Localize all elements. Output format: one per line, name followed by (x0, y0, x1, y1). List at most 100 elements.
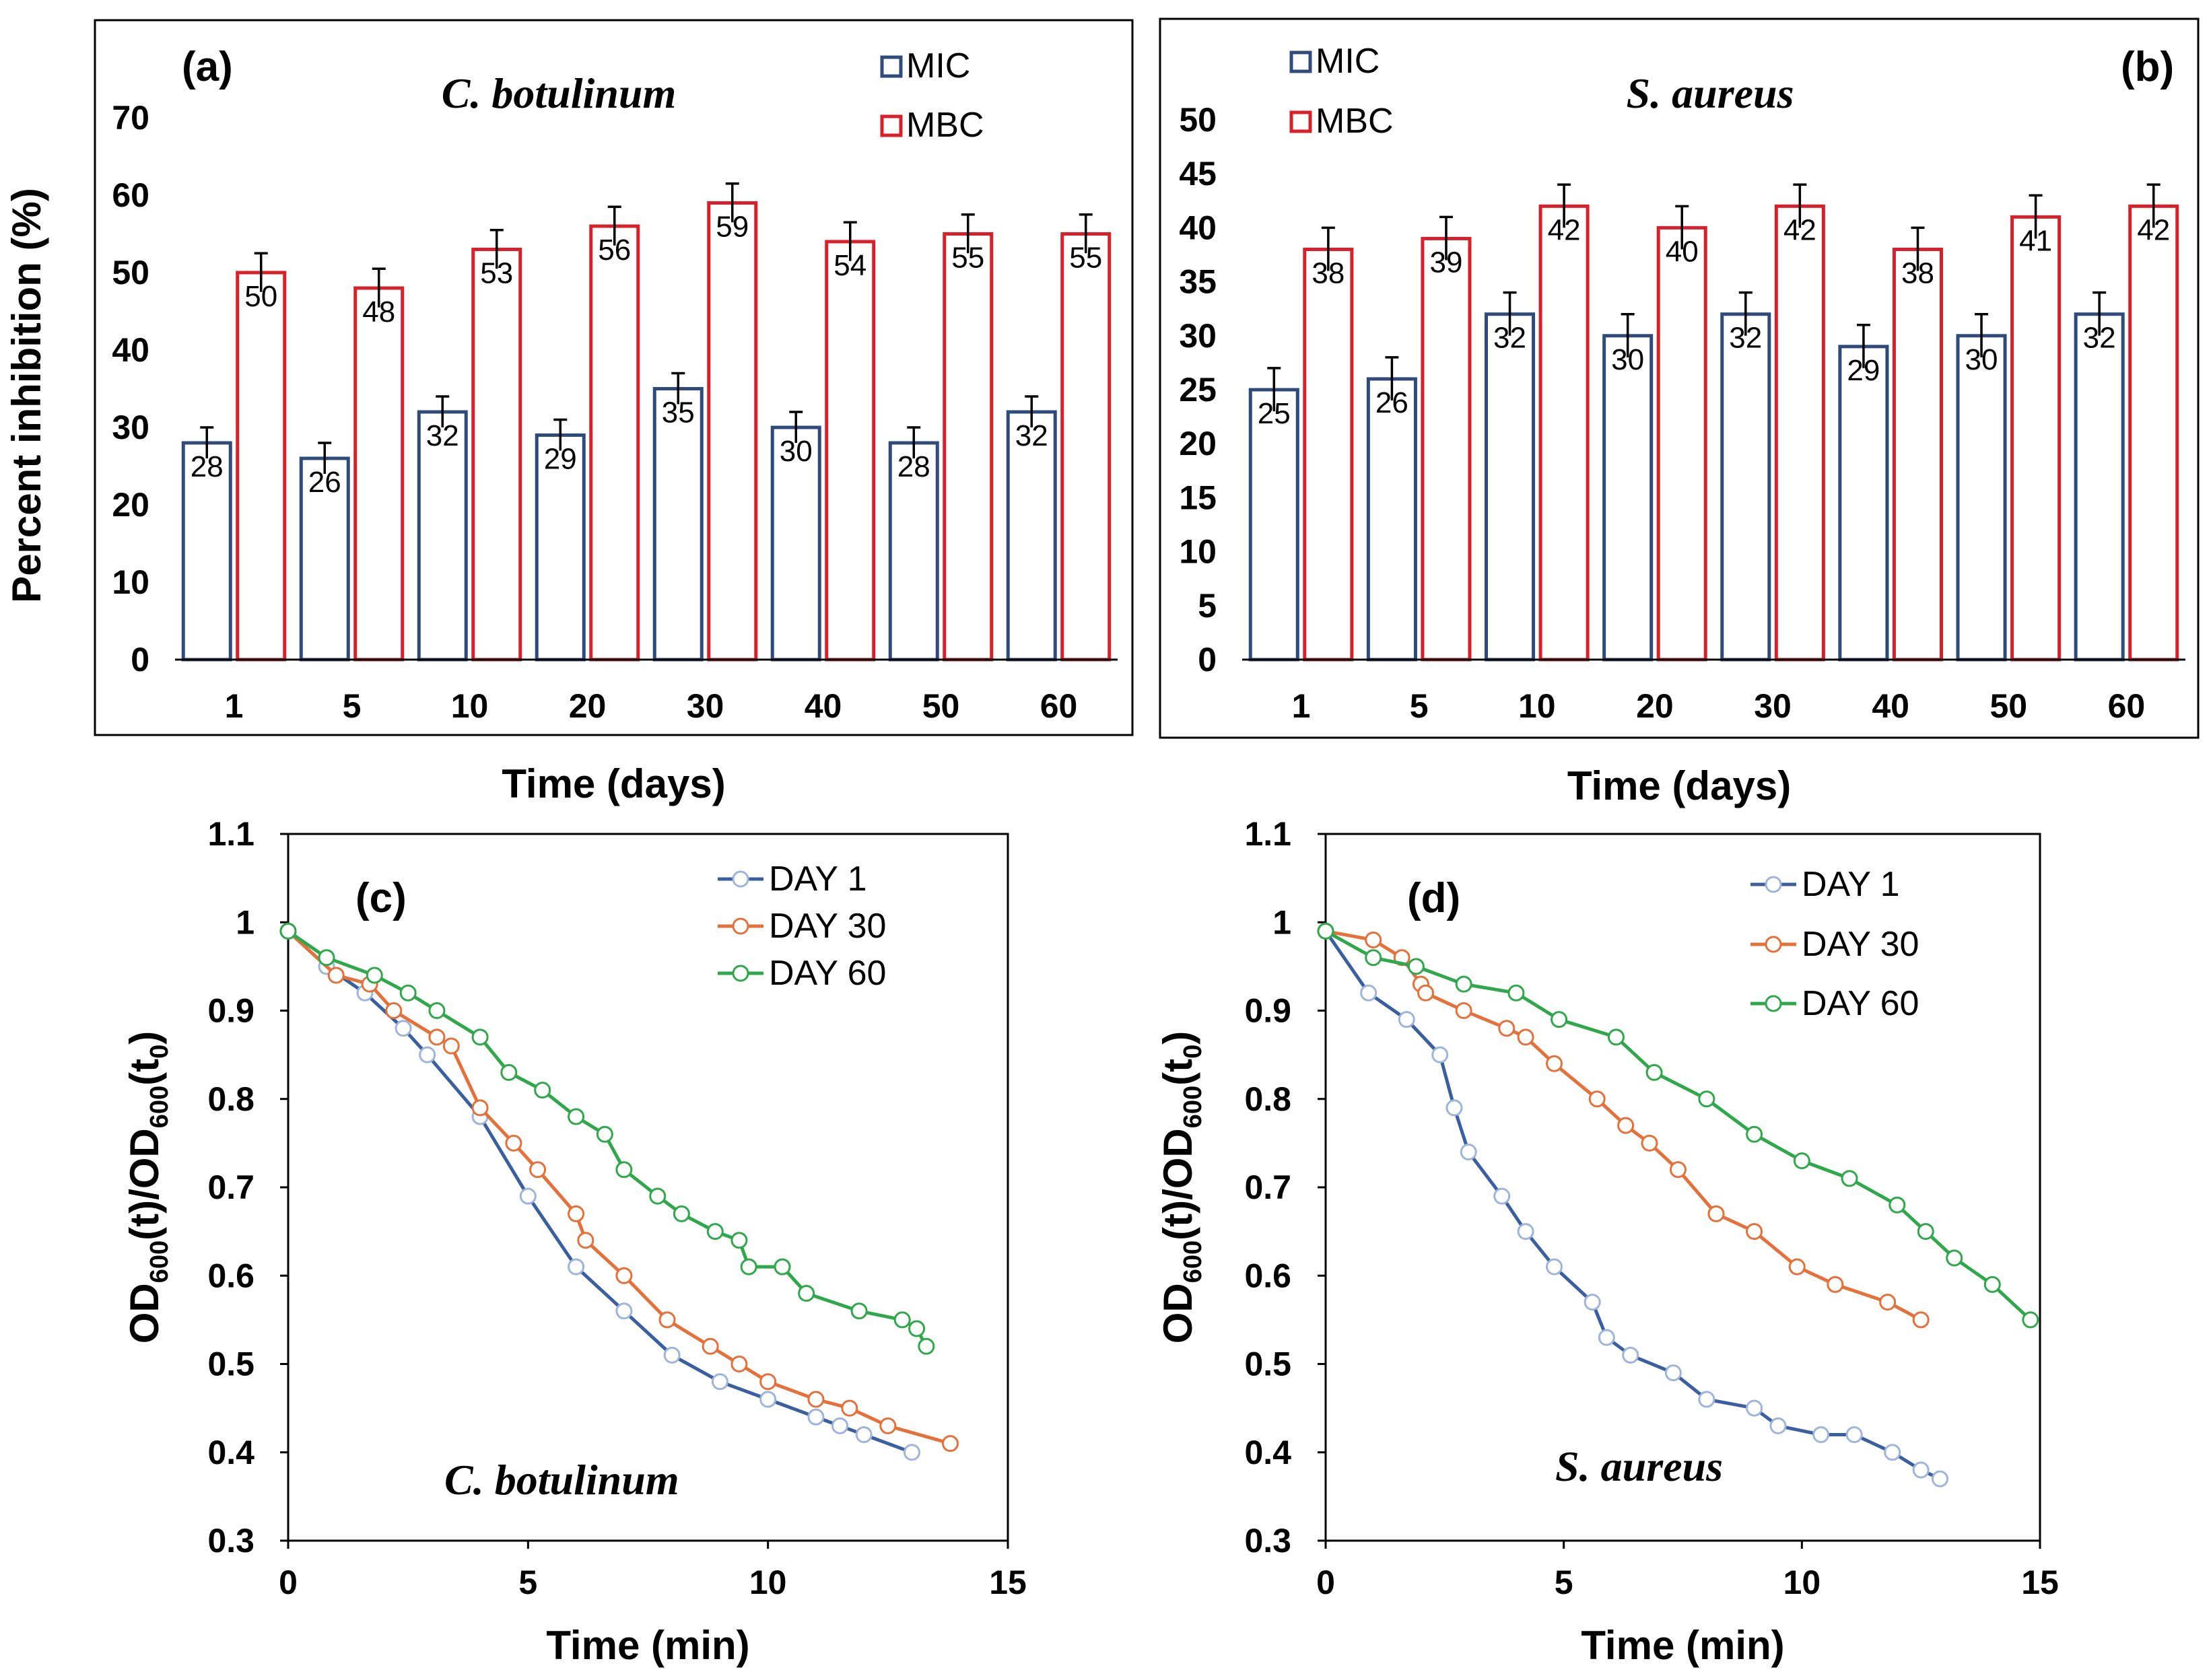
bar-value-label: 53 (480, 257, 513, 290)
data-point (1746, 1125, 1763, 1143)
legend-label: DAY 30 (1802, 925, 1919, 964)
data-point (568, 1258, 585, 1275)
x-axis-title: Time (days) (1567, 763, 1791, 808)
bar-value-label: 42 (2137, 213, 2170, 246)
bar-value-label: 39 (1429, 246, 1462, 279)
y-axis-title-part: (t)/OD (122, 1128, 167, 1240)
data-point (2022, 1311, 2039, 1329)
data-point (941, 1435, 959, 1452)
y-tick-label: 0.5 (1244, 1345, 1291, 1383)
data-point (759, 1373, 777, 1391)
panel-label: (b) (2121, 44, 2174, 90)
mbc-bar (589, 224, 640, 662)
series-line-day-60 (287, 930, 928, 1348)
mbc-bar (943, 232, 994, 662)
y-axis-title-part: (t)/OD (1155, 1128, 1200, 1240)
data-point (1917, 1223, 1934, 1240)
data-point (505, 1134, 522, 1152)
data-point (1507, 984, 1525, 1002)
data-point (615, 1161, 633, 1179)
bar-value-label: 35 (662, 396, 695, 429)
y-axis-title-part: OD (1155, 1283, 1200, 1343)
x-tick-label: 1 (1292, 687, 1311, 725)
y-tick-label: 60 (112, 176, 149, 214)
y-axis-title-part: OD (122, 1283, 167, 1343)
mbc-bar (1892, 247, 1943, 662)
data-point (1769, 1417, 1787, 1434)
mic-bar (1485, 312, 1536, 662)
legend-marker (732, 917, 749, 935)
y-tick-label: 0.6 (1244, 1257, 1291, 1294)
data-point (649, 1187, 667, 1205)
y-tick-label: 40 (1179, 209, 1217, 246)
y-tick-label: 0.5 (207, 1345, 254, 1383)
data-point (1622, 1346, 1639, 1364)
x-tick-label: 5 (343, 687, 362, 725)
data-point (807, 1408, 825, 1426)
bar-value-label: 25 (1258, 397, 1291, 430)
data-point (1746, 1223, 1763, 1240)
x-axis-title: Time (min) (546, 1623, 749, 1668)
x-tick-label: 10 (1783, 1564, 1821, 1601)
y-axis-title-subscript: 600 (145, 1086, 174, 1128)
mbc-bar (236, 271, 287, 662)
y-tick-label: 0.9 (1244, 992, 1291, 1030)
data-point (1584, 1294, 1601, 1311)
data-point (1498, 1020, 1516, 1037)
legend-mic-swatch (1289, 50, 1312, 73)
data-point (1607, 1028, 1625, 1046)
legend-label: DAY 1 (1802, 865, 1900, 904)
legend-label: DAY 60 (769, 954, 886, 993)
y-axis-title: OD600(t)/OD600(t0) (122, 1031, 174, 1344)
legend-marker (732, 965, 749, 982)
data-point (1407, 958, 1425, 975)
data-point (519, 1187, 537, 1205)
bar-value-label: 30 (1611, 343, 1644, 376)
data-point (1812, 1426, 1830, 1443)
x-tick-label: 1 (225, 687, 244, 725)
mic-bar (770, 425, 821, 662)
data-point (1845, 1426, 1863, 1443)
data-point (1317, 922, 1334, 940)
data-point (529, 1161, 547, 1179)
data-point (1598, 1329, 1615, 1346)
x-tick-label: 5 (518, 1564, 537, 1601)
data-point (831, 1417, 849, 1434)
data-point (1698, 1090, 1715, 1108)
data-point (1912, 1461, 1930, 1479)
data-point (471, 1099, 489, 1117)
x-tick-label: 10 (451, 687, 489, 725)
legend-label: MIC (906, 46, 970, 85)
x-tick-label: 0 (1316, 1564, 1335, 1601)
data-point (1889, 1196, 1906, 1214)
y-tick-label: 5 (1198, 587, 1217, 625)
x-tick-label: 5 (1410, 687, 1429, 725)
y-tick-label: 0.8 (207, 1080, 254, 1118)
data-point (673, 1205, 690, 1222)
legend-mic-swatch (880, 55, 903, 78)
bar-value-label: 29 (544, 443, 577, 476)
mbc-bar (1303, 247, 1354, 662)
y-tick-label: 15 (1179, 479, 1217, 516)
bar-value-label: 42 (1548, 213, 1581, 246)
mic-bar (1720, 312, 1771, 662)
x-tick-label: 10 (1518, 687, 1556, 725)
bar-value-label: 50 (244, 280, 277, 313)
bar-value-label: 54 (834, 249, 866, 282)
data-point (1983, 1275, 2001, 1293)
data-point (740, 1258, 757, 1275)
bar-value-label: 32 (2083, 322, 2116, 355)
x-tick-label: 20 (569, 687, 607, 725)
data-point (1551, 1011, 1568, 1028)
chart-frame (94, 19, 1134, 736)
data-point (1827, 1275, 1844, 1293)
data-point (1664, 1364, 1682, 1382)
data-point (1493, 1187, 1511, 1205)
data-point (1698, 1391, 1715, 1408)
x-tick-label: 0 (279, 1564, 298, 1601)
y-tick-label: 0.7 (1244, 1168, 1291, 1206)
data-point (1912, 1311, 1930, 1329)
series-line-day-1 (287, 930, 913, 1455)
mbc-bar (1060, 232, 1112, 662)
data-point (442, 1037, 460, 1055)
